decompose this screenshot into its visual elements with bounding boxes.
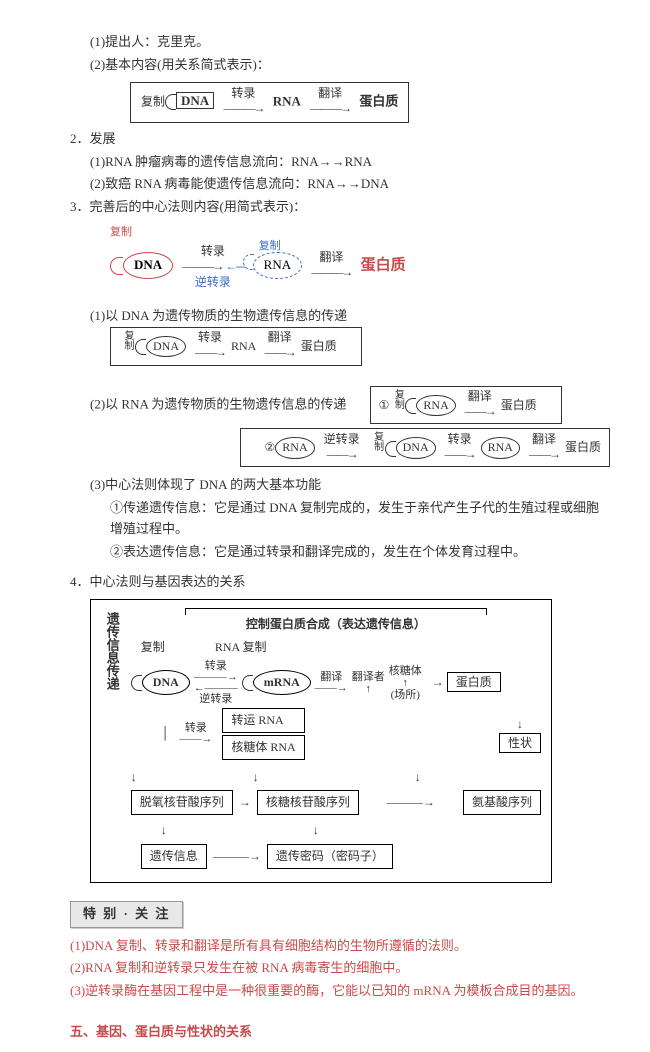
protein-text: 蛋白质 [359,93,398,108]
flow-rna-inline-2: ②RNA 逆转录——→ 复制DNA 转录——→RNA 翻译——→蛋白质 [240,428,610,467]
section5-heading: 五、基因、蛋白质与性状的关系 [70,1022,610,1043]
s3-p1: (1)以 DNA 为遗传物质的生物遗传信息的传递 复制DNA 转录——→RNA … [90,306,610,366]
dna-oval: DNA [123,252,173,279]
dna-loop-icon [110,257,123,275]
gene-expression-diagram: 遗传信息传递 控制蛋白质合成（表达遗传信息） 复制 RNA 复制 DNA 转录—… [90,599,552,883]
trans-rev-arrows: 转录 ———→ ←- - - 逆转录 [182,245,243,288]
flow-rna-inline-1: ①复制RNA 翻译——→蛋白质 [370,386,562,425]
revised-dogma-diagram: 复制 DNA 转录 ———→ ←- - - 逆转录 复制 RNA 翻译———→ … [110,224,610,288]
s2-p1: (1)RNA 肿瘤病毒的遗传信息流向：RNA→→RNA [90,152,610,173]
arrow-transcription: 转录———→ [223,87,263,118]
protein-red: 蛋白质 [361,257,406,273]
loop-icon [405,398,416,414]
bd-seq3: 氨基酸序列 [463,790,541,815]
bd-title: 控制蛋白质合成（表达遗传信息） [131,615,541,634]
attention-p3: (3)逆转录酶在基因工程中是一种很重要的酶，它能以已知的 mRNA 为模板合成目… [70,981,610,1002]
bd-trna: 转运 RNA [222,708,304,733]
loop-icon [242,675,253,691]
s1-content-label: (2)基本内容(用关系简式表示)： [90,55,610,76]
flow-dna-inline: 复制DNA 转录——→RNA 翻译——→蛋白质 [110,327,362,366]
attention-p2: (2)RNA 复制和逆转录只发生在被 RNA 病毒寄生的细胞中。 [70,958,610,979]
rna-text: RNA [273,93,301,108]
label-replication: 复制 [141,94,165,108]
s3-p3a: ①传递遗传信息：它是通过 DNA 复制完成的，发生于亲代产生子代的生殖过程或细胞… [110,498,610,540]
loop-icon [135,339,146,355]
bd-dna: DNA [142,670,190,695]
s2-p2: (2)致癌 RNA 病毒能使遗传信息流向：RNA→→DNA [90,174,610,195]
s3-p2: (2)以 RNA 为遗传物质的生物遗传信息的传递 ①复制RNA 翻译——→蛋白质 [90,386,610,425]
rna-oval: RNA [253,252,302,279]
attention-p1: (1)DNA 复制、转录和翻译是所有具有细胞结构的生物所遵循的法则。 [70,936,610,957]
s3-heading: 3．完善后的中心法则内容(用简式表示)： [70,197,610,218]
flow-rna-inline-2-wrap: ②RNA 逆转录——→ 复制DNA 转录——→RNA 翻译——→蛋白质 [70,428,610,467]
s2-heading: 2．发展 [70,129,610,150]
bd-code: 遗传密码（密码子） [267,844,393,869]
attention-heading: 特 别 · 关 注 [70,901,183,928]
s4-heading: 4．中心法则与基因表达的关系 [70,572,610,593]
dna-box: DNA [176,92,214,109]
bd-mrna: mRNA [253,670,311,695]
bd-protein: 蛋白质 [447,672,501,692]
bd-rnarep: RNA 复制 [215,638,267,657]
rna-loop-icon [243,254,254,270]
bd-left-label: 遗传信息传递 [101,608,123,872]
transl-arrow: 翻译———→ [311,251,351,282]
bd-seq1: 脱氧核苷酸序列 [131,790,233,815]
bd-seq2: 核糖核苷酸序列 [257,790,359,815]
bd-info: 遗传信息 [141,844,207,869]
bd-rep: 复制 [141,638,165,657]
bd-rrna: 核糖体 RNA [222,735,304,760]
bd-trait: 性状 [499,733,541,753]
loop-icon [165,94,176,110]
s1-proposer: (1)提出人：克里克。 [90,32,610,53]
loop-icon [385,441,396,457]
arrow-translation: 翻译———→ [310,87,350,118]
central-dogma-basic-box: 复制 DNA 转录———→ RNA 翻译———→ 蛋白质 [130,82,409,123]
s3-p3h: (3)中心法则体现了 DNA 的两大基本功能 [90,475,610,496]
s3-p3b: ②表达遗传信息：它是通过转录和翻译完成的，发生在个体发育过程中。 [110,542,610,563]
loop-icon [131,675,142,691]
rep-label-red: 复制 [110,226,132,238]
